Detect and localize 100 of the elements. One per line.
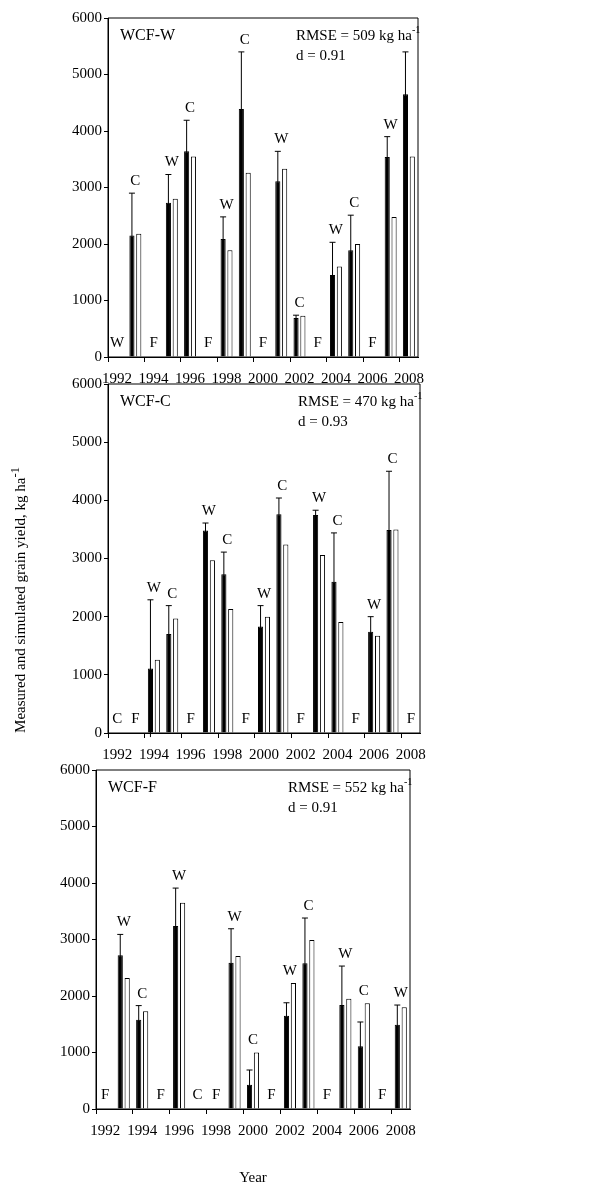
annotation: C (277, 476, 288, 493)
annotation: C (387, 450, 398, 467)
y-tick-label: 2000 (72, 607, 102, 624)
annotation: W (110, 333, 126, 350)
annotation: d = 0.93 (298, 412, 348, 429)
annotation: W (383, 115, 399, 132)
annotation: F (241, 709, 250, 726)
y-tick-label: 6000 (60, 760, 90, 777)
y-tick-label: 0 (94, 723, 102, 740)
x-tick-label: 2000 (238, 1121, 268, 1138)
annotation: F (313, 333, 322, 350)
x-tick-label: 2000 (248, 369, 278, 386)
annotation: F (267, 1085, 276, 1102)
x-tick-label: 1994 (127, 1121, 158, 1138)
annotation: C (247, 1031, 259, 1048)
text: WCF-W (120, 26, 176, 44)
y-tick-label: 2000 (72, 234, 102, 251)
annotation: W (116, 913, 132, 930)
x-tick-label: 2002 (284, 369, 315, 386)
annotation: F (322, 1085, 332, 1102)
x-axis-title: Year (239, 1168, 267, 1185)
x-tick-label: 1992 (102, 369, 133, 386)
annotation: F (296, 709, 305, 726)
y-tick-label: 4000 (72, 121, 102, 138)
annotation: W (172, 867, 188, 884)
x-tick-label: 2006 (348, 1121, 380, 1138)
annotation: W (219, 195, 235, 212)
annotation: W (338, 944, 354, 961)
annotation: W (146, 578, 162, 595)
annotation: C (112, 709, 123, 726)
annotation: W (227, 907, 243, 924)
x-tick-label: 1994 (138, 745, 170, 762)
annotation: C (303, 896, 314, 913)
annotation: F (351, 709, 360, 726)
x-tick-label: 1994 (138, 369, 170, 386)
annotation: C (167, 584, 178, 601)
y-tick-label: 4000 (60, 873, 90, 890)
annotation: C (185, 99, 196, 116)
y-tick-label: 5000 (60, 817, 90, 834)
x-tick-label: 2004 (322, 745, 353, 762)
annotation: W (393, 983, 409, 1000)
x-tick-label: 1996 (175, 369, 206, 386)
annotation: C (358, 982, 369, 999)
annotation: C (239, 30, 250, 47)
annotation: W (164, 153, 180, 170)
annotation: W (256, 584, 272, 601)
annotation: F (186, 709, 195, 726)
annotation: C (192, 1085, 203, 1102)
annotation: F (204, 333, 213, 350)
x-tick-label: 2004 (311, 1121, 343, 1138)
annotation: F (156, 1085, 165, 1102)
y-tick-label: 2000 (60, 986, 90, 1003)
x-tick-label: 1992 (102, 745, 133, 762)
annotation: F (131, 709, 140, 726)
x-tick-label: 2002 (274, 1121, 305, 1138)
annotation: W (201, 501, 217, 518)
annotation: W (311, 489, 327, 506)
y-tick-label: 3000 (72, 178, 102, 195)
annotation: W (274, 130, 290, 147)
annotation: F (368, 333, 377, 350)
annotation: C (332, 511, 343, 528)
x-tick-label: 2008 (395, 745, 426, 762)
x-tick-label: 1998 (201, 1121, 232, 1138)
y-tick-label: 1000 (60, 1043, 90, 1060)
x-tick-label: 1996 (175, 745, 207, 762)
annotation: F (378, 1085, 387, 1102)
x-tick-label: 1996 (164, 1121, 195, 1138)
y-tick-label: 1000 (72, 291, 102, 308)
y-tick-label: 1000 (72, 665, 102, 682)
x-tick-label: 2008 (385, 1121, 416, 1138)
x-tick-label: 2002 (285, 745, 316, 762)
y-tick-label: 6000 (72, 374, 102, 391)
annotation: F (258, 333, 268, 350)
annotation: C (130, 172, 141, 189)
y-tick-label: 5000 (72, 65, 102, 82)
x-tick-label: 2006 (359, 745, 390, 762)
y-tick-label: 3000 (60, 930, 90, 947)
annotation: d = 0.91 (288, 798, 338, 815)
annotation: W (328, 221, 344, 238)
annotation: W (282, 961, 298, 978)
x-tick-label: 2008 (393, 369, 424, 386)
text: WCF-F (108, 778, 157, 796)
annotation: F (101, 1085, 110, 1102)
y-tick-label: 0 (94, 347, 102, 364)
text: WCF-C (120, 392, 171, 410)
y-tick-label: 0 (82, 1099, 90, 1116)
y-tick-label: 3000 (72, 549, 102, 566)
x-tick-label: 2006 (357, 369, 388, 386)
x-tick-label: 1998 (212, 745, 243, 762)
annotation: F (406, 709, 415, 726)
annotation: d = 0.91 (296, 46, 346, 63)
y-tick-label: 5000 (72, 433, 102, 450)
annotation: W (367, 595, 383, 612)
y-tick-label: 6000 (72, 8, 102, 25)
annotation: C (349, 194, 360, 211)
annotation: C (222, 531, 233, 548)
y-tick-label: 4000 (72, 491, 102, 508)
x-tick-label: 1992 (90, 1121, 121, 1138)
annotation: C (137, 984, 148, 1001)
annotation: F (211, 1085, 221, 1102)
